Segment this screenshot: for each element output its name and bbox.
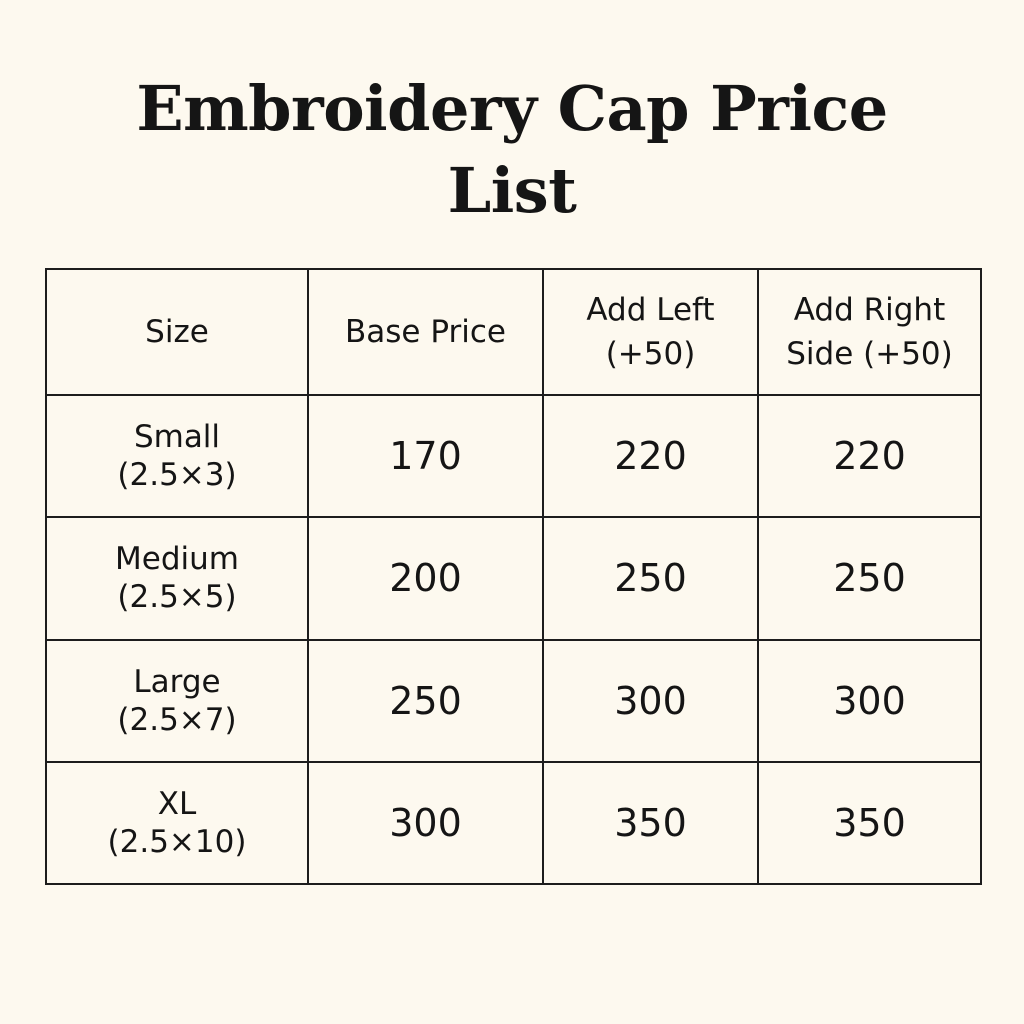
- header-add-left-label: Add Left: [586, 292, 715, 328]
- header-base-price: Base Price: [307, 268, 544, 396]
- header-size-label: Size: [145, 314, 209, 350]
- add-left-cell: 300: [542, 638, 759, 763]
- add-left-price: 220: [614, 434, 687, 479]
- base-price-cell: 300: [307, 760, 544, 886]
- add-left-cell: 250: [542, 516, 759, 641]
- base-price: 300: [389, 800, 462, 845]
- table-row: Large (2.5×7) 250 300 300: [45, 638, 982, 763]
- add-right-price: 300: [833, 678, 906, 723]
- header-add-right-label: Add Right: [793, 292, 946, 328]
- size-cell: Large (2.5×7): [45, 638, 309, 763]
- base-price: 170: [389, 434, 462, 479]
- base-price-cell: 170: [307, 393, 544, 519]
- add-left-price: 300: [614, 678, 687, 723]
- size-name: Small: [133, 419, 221, 456]
- add-left-cell: 350: [542, 760, 759, 886]
- add-right-cell: 220: [757, 393, 982, 519]
- page-title: Embroidery Cap Price List: [0, 68, 1024, 232]
- header-add-left: Add Left (+50): [542, 268, 759, 396]
- size-dimensions: (2.5×10): [107, 823, 247, 860]
- size-cell: Medium (2.5×5): [45, 516, 309, 641]
- header-add-right-note: Side (+50): [786, 336, 953, 372]
- size-cell: XL (2.5×10): [45, 760, 309, 886]
- add-right-cell: 350: [757, 760, 982, 886]
- base-price-cell: 250: [307, 638, 544, 763]
- table-row: Small (2.5×3) 170 220 220: [45, 393, 982, 519]
- header-row: Size Base Price Add Left (+50) Add Right…: [45, 268, 982, 396]
- add-right-price: 220: [833, 434, 906, 479]
- header-add-right-side: Add Right Side (+50): [757, 268, 982, 396]
- add-right-cell: 300: [757, 638, 982, 763]
- page-title-line-1: Embroidery Cap Price: [136, 72, 888, 145]
- base-price: 250: [389, 678, 462, 723]
- size-dimensions: (2.5×3): [117, 457, 237, 494]
- header-base-price-label: Base Price: [345, 314, 506, 350]
- add-left-cell: 220: [542, 393, 759, 519]
- add-right-price: 250: [833, 556, 906, 601]
- size-dimensions: (2.5×5): [117, 579, 237, 616]
- table-row: Medium (2.5×5) 200 250 250: [45, 516, 982, 641]
- size-name: Large: [133, 663, 221, 700]
- page-title-line-2: List: [447, 154, 577, 227]
- price-table: Size Base Price Add Left (+50) Add Right…: [45, 268, 982, 886]
- table-row: XL (2.5×10) 300 350 350: [45, 760, 982, 886]
- size-cell: Small (2.5×3): [45, 393, 309, 519]
- size-name: Medium: [115, 541, 239, 578]
- add-right-price: 350: [833, 800, 906, 845]
- header-size: Size: [45, 268, 309, 396]
- add-left-price: 350: [614, 800, 687, 845]
- size-name: XL: [157, 785, 197, 822]
- add-right-cell: 250: [757, 516, 982, 641]
- size-dimensions: (2.5×7): [117, 701, 237, 738]
- base-price: 200: [389, 556, 462, 601]
- add-left-price: 250: [614, 556, 687, 601]
- header-add-left-note: (+50): [605, 336, 696, 372]
- base-price-cell: 200: [307, 516, 544, 641]
